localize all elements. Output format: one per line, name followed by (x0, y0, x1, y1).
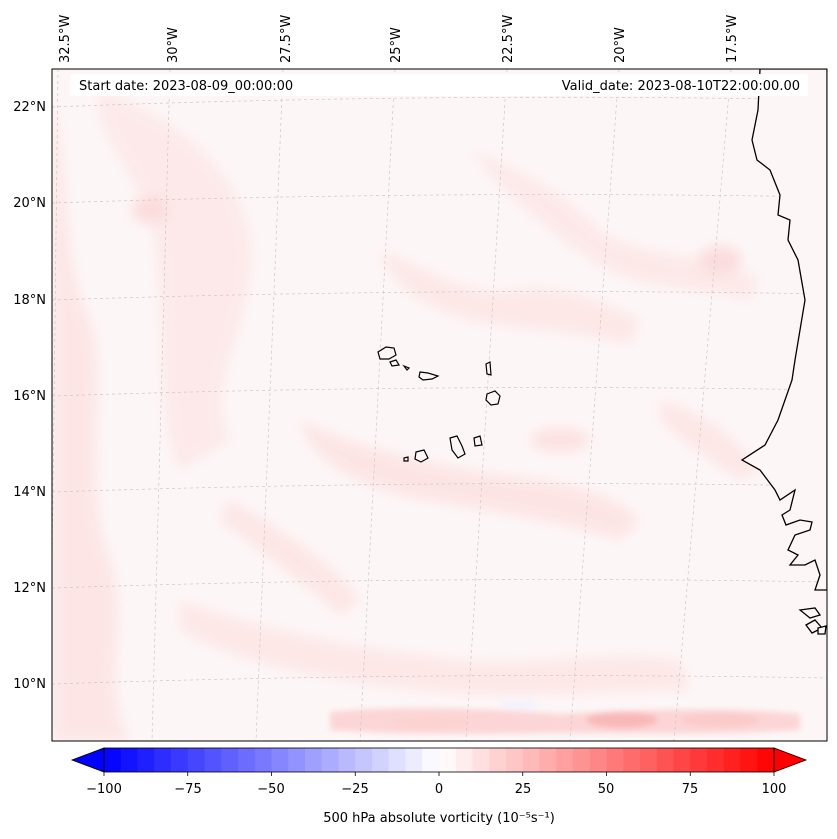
map-area: Start date: 2023-08-09_00:00:00 Valid_da… (52, 69, 827, 741)
map-frame (51, 68, 828, 742)
colorbar-cell (238, 748, 256, 772)
lat-label: 18°N (13, 293, 46, 308)
colorbar-cell (589, 748, 607, 772)
cbar-tick-label: −25 (341, 782, 368, 797)
latitude-labels: 22°N 20°N 18°N 16°N 14°N 12°N 10°N (13, 100, 46, 692)
colorbar-cell (305, 748, 323, 772)
start-date-label: Start date: 2023-08-09_00:00:00 (79, 79, 293, 94)
lat-label: 12°N (13, 581, 46, 596)
colorbar-cell (321, 748, 339, 772)
colorbar-cell (656, 748, 674, 772)
colorbar-cell (623, 748, 641, 772)
colorbar-cell (740, 748, 758, 772)
colorbar-cell (388, 748, 406, 772)
colorbar-cell (405, 748, 423, 772)
colorbar-cell (439, 748, 457, 772)
cbar-tick-label: 0 (435, 782, 443, 797)
colorbar-tick-labels: −100 −75 −50 −25 0 25 50 75 100 (86, 782, 786, 797)
colorbar-cell (338, 748, 356, 772)
lat-label: 22°N (13, 100, 46, 115)
africa-coastline (740, 69, 827, 635)
meridian-gridlines (52, 69, 732, 741)
colorbar: −100 −75 −50 −25 0 25 50 75 100 500 hPa … (70, 747, 808, 826)
colorbar-cell (539, 748, 557, 772)
colorbar-cell (271, 748, 289, 772)
lat-label: 20°N (13, 196, 46, 211)
colorbar-cell (187, 748, 205, 772)
colorbar-cell (137, 748, 155, 772)
colorbar-cell (455, 748, 473, 772)
colorbar-cell (506, 748, 524, 772)
colorbar-cell (254, 748, 272, 772)
colorbar-ticks (103, 772, 775, 776)
cbar-tick-label: −100 (86, 782, 122, 797)
cape-verde-islands (377, 346, 501, 463)
colorbar-cell (556, 748, 574, 772)
cbar-tick-label: 25 (515, 782, 532, 797)
cbar-tick-label: 50 (598, 782, 615, 797)
colorbar-cell (690, 748, 708, 772)
lat-label: 14°N (13, 485, 46, 500)
lat-label: 10°N (13, 677, 46, 692)
lon-label: 25°W (389, 27, 404, 63)
lon-label: 32.5°W (58, 15, 73, 63)
date-header-box (70, 74, 808, 96)
colorbar-cell (472, 748, 490, 772)
colorbar-cell (154, 748, 172, 772)
colorbar-cell (221, 748, 239, 772)
colorbar-min-extension (70, 747, 105, 773)
lon-label: 17.5°W (725, 15, 740, 63)
colorbar-cell (723, 748, 741, 772)
longitude-labels: 32.5°W 30°W 27.5°W 25°W 22.5°W 20°W 17.5… (58, 15, 740, 63)
valid-date-label: Valid_date: 2023-08-10T22:00:00.00 (562, 79, 800, 94)
colorbar-cell (171, 748, 189, 772)
colorbar-cell (573, 748, 591, 772)
colorbar-cell (522, 748, 540, 772)
colorbar-cell (120, 748, 138, 772)
colorbar-cell (372, 748, 390, 772)
cbar-tick-label: 100 (762, 782, 787, 797)
lon-label: 30°W (166, 27, 181, 63)
parallel-gridlines (52, 96, 827, 685)
colorbar-cell (489, 748, 507, 772)
colorbar-cell (707, 748, 725, 772)
colorbar-max-extension (773, 747, 808, 773)
colorbar-cell (757, 748, 775, 772)
cbar-tick-label: −50 (257, 782, 284, 797)
cbar-tick-label: −75 (174, 782, 201, 797)
lon-label: 22.5°W (501, 15, 516, 63)
colorbar-cell (104, 748, 122, 772)
colorbar-cell (288, 748, 306, 772)
colorbar-cell (355, 748, 373, 772)
lat-label: 16°N (13, 389, 46, 404)
lon-label: 20°W (613, 27, 628, 63)
vorticity-shading (52, 90, 760, 741)
colorbar-cell (640, 748, 658, 772)
colorbar-cell (204, 748, 222, 772)
colorbar-cell (422, 748, 440, 772)
colorbar-label: 500 hPa absolute vorticity (10⁻⁵s⁻¹) (323, 811, 555, 826)
colorbar-cell (673, 748, 691, 772)
colorbar-cells (104, 748, 775, 772)
vorticity-bottom-band (330, 700, 800, 734)
colorbar-cell (606, 748, 624, 772)
lon-label: 27.5°W (279, 15, 294, 63)
cbar-tick-label: 75 (682, 782, 699, 797)
